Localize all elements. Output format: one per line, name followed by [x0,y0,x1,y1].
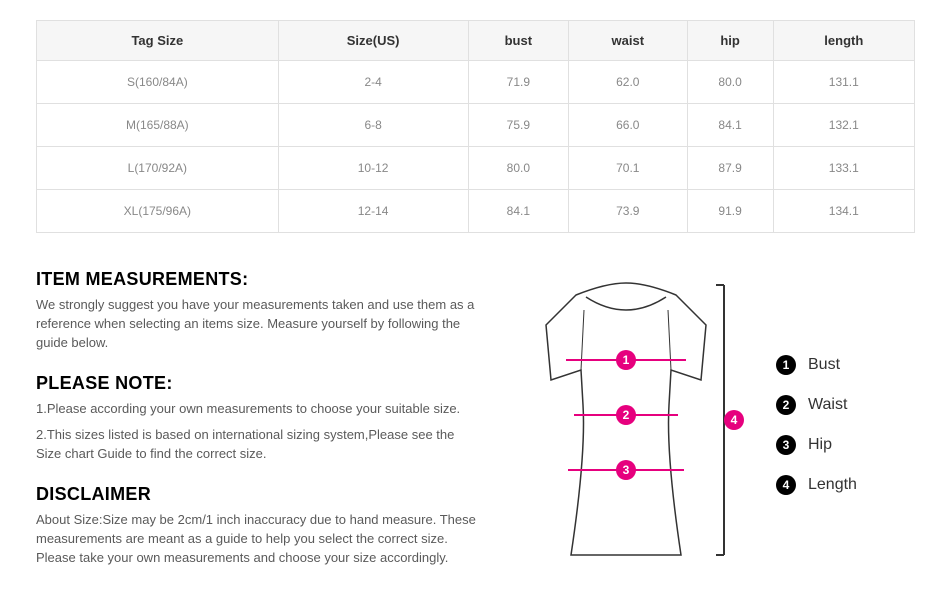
legend-item-bust: 1 Bust [776,355,857,375]
table-header-row: Tag Size Size(US) bust waist hip length [37,21,915,61]
note-line2: 2.This sizes listed is based on internat… [36,426,476,464]
cell: 133.1 [773,147,914,190]
table-body: S(160/84A) 2-4 71.9 62.0 80.0 131.1 M(16… [37,61,915,233]
legend-item-hip: 3 Hip [776,435,857,455]
table-row: XL(175/96A) 12-14 84.1 73.9 91.9 134.1 [37,190,915,233]
disclaimer-title: DISCLAIMER [36,484,476,505]
legend-label-length: Length [808,476,857,494]
cell: 2-4 [278,61,468,104]
cell: 71.9 [468,61,569,104]
col-hip: hip [687,21,773,61]
cell: 75.9 [468,104,569,147]
legend-num-3: 3 [776,435,796,455]
cell: 80.0 [687,61,773,104]
cell: 10-12 [278,147,468,190]
measurements-body: We strongly suggest you have your measur… [36,296,476,353]
cell: M(165/88A) [37,104,279,147]
col-waist: waist [569,21,687,61]
diagram-column: 1 2 3 4 1 Bust 2 Waist 3 Hip [506,269,915,588]
cell: 6-8 [278,104,468,147]
cell: 80.0 [468,147,569,190]
cell: 134.1 [773,190,914,233]
svg-text:2: 2 [623,408,630,422]
cell: 84.1 [468,190,569,233]
cell: 12-14 [278,190,468,233]
cell: 70.1 [569,147,687,190]
text-column: ITEM MEASUREMENTS: We strongly suggest y… [36,269,476,588]
legend-label-waist: Waist [808,396,847,414]
legend-num-1: 1 [776,355,796,375]
svg-text:1: 1 [623,353,630,367]
legend: 1 Bust 2 Waist 3 Hip 4 Length [776,275,857,495]
col-length: length [773,21,914,61]
svg-text:3: 3 [623,463,630,477]
size-table: Tag Size Size(US) bust waist hip length … [36,20,915,233]
legend-item-length: 4 Length [776,475,857,495]
disclaimer-body: About Size:Size may be 2cm/1 inch inaccu… [36,511,476,568]
cell: 91.9 [687,190,773,233]
content-row: ITEM MEASUREMENTS: We strongly suggest y… [36,269,915,588]
measurements-title: ITEM MEASUREMENTS: [36,269,476,290]
cell: 131.1 [773,61,914,104]
cell: 132.1 [773,104,914,147]
cell: 66.0 [569,104,687,147]
note-body: 1.Please according your own measurements… [36,400,476,465]
col-tag-size: Tag Size [37,21,279,61]
table-row: M(165/88A) 6-8 75.9 66.0 84.1 132.1 [37,104,915,147]
col-size-us: Size(US) [278,21,468,61]
col-bust: bust [468,21,569,61]
cell: L(170/92A) [37,147,279,190]
cell: 73.9 [569,190,687,233]
dress-diagram: 1 2 3 4 [506,275,746,575]
legend-label-bust: Bust [808,356,840,374]
note-line1: 1.Please according your own measurements… [36,400,476,419]
note-title: PLEASE NOTE: [36,373,476,394]
cell: 62.0 [569,61,687,104]
cell: XL(175/96A) [37,190,279,233]
table-row: S(160/84A) 2-4 71.9 62.0 80.0 131.1 [37,61,915,104]
legend-num-2: 2 [776,395,796,415]
svg-text:4: 4 [731,413,738,427]
legend-label-hip: Hip [808,436,832,454]
cell: 87.9 [687,147,773,190]
legend-item-waist: 2 Waist [776,395,857,415]
cell: S(160/84A) [37,61,279,104]
legend-num-4: 4 [776,475,796,495]
table-row: L(170/92A) 10-12 80.0 70.1 87.9 133.1 [37,147,915,190]
cell: 84.1 [687,104,773,147]
